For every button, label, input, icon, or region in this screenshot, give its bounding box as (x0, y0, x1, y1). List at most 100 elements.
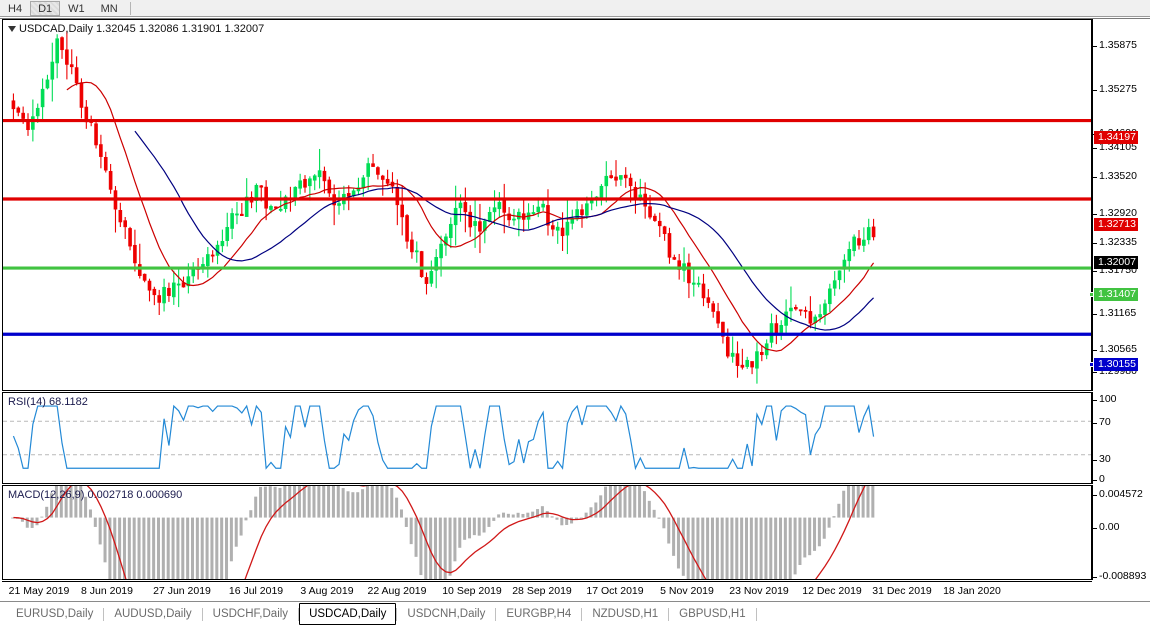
price-scale-tick-label: 1.31165 (1099, 307, 1137, 319)
symbol-tab-eurgbp-h4[interactable]: EURGBP,H4 (506, 608, 572, 620)
macd-scale-tick: -0.008893 (1093, 570, 1150, 582)
time-axis-label: 18 Jan 2020 (943, 585, 1001, 597)
tab-divider (668, 607, 670, 621)
symbol-tab-nzdusd-h1[interactable]: NZDUSD,H1 (592, 608, 659, 620)
time-axis-label: 3 Aug 2019 (300, 585, 354, 597)
price-scale-tick: 1.29980 (1093, 365, 1150, 377)
level-drag-handle[interactable] (1089, 362, 1094, 367)
level-price-label-red-1[interactable]: 1.32713 (1094, 218, 1138, 231)
level-drag-handle[interactable] (1089, 292, 1094, 297)
time-axis-label: 22 Aug 2019 (367, 585, 427, 597)
rsi-scale-tick: 30 (1093, 453, 1150, 465)
symbol-tab-usdcnh-daily[interactable]: USDCNH,Daily (407, 608, 486, 620)
symbol-tab-usdcad-daily[interactable]: USDCAD,Daily (299, 603, 397, 625)
tick-mark (1093, 243, 1097, 244)
level-price-label-blue-3[interactable]: 1.30155 (1094, 358, 1138, 371)
macd-scale-tick: 0.00 (1093, 521, 1150, 533)
macd-scale-tick: 0.004572 (1093, 488, 1150, 500)
macd-pane[interactable]: MACD(12,26,9) 0.002718 0.000690 (2, 485, 1092, 580)
price-scale-tick: 1.35275 (1093, 83, 1150, 95)
tick-mark (1093, 460, 1097, 461)
rsi-scale-tick-label: 0 (1099, 473, 1105, 485)
timeframe-button-h4[interactable]: H4 (0, 0, 31, 16)
tick-mark (1093, 90, 1097, 91)
current-price-label[interactable]: 1.32007 (1094, 256, 1138, 269)
tick-mark (1093, 314, 1097, 315)
price-scale-tick: 1.33520 (1093, 170, 1150, 182)
rsi-pane[interactable]: RSI(14) 68.1182 (2, 392, 1092, 484)
tick-mark (1093, 372, 1097, 373)
time-axis-label: 8 Jun 2019 (81, 585, 133, 597)
tick-mark (1093, 46, 1097, 47)
price-pane-label: USDCAD,Daily 1.32045 1.32086 1.31901 1.3… (8, 23, 264, 35)
tick-mark (1093, 423, 1097, 424)
time-axis-label: 23 Nov 2019 (729, 585, 789, 597)
tab-divider (103, 607, 105, 621)
time-axis-label: 16 Jul 2019 (228, 585, 284, 597)
tick-mark (1093, 400, 1097, 401)
symbol-tab-gbpusd-h1[interactable]: GBPUSD,H1 (679, 608, 746, 620)
chart-area: USDCAD,Daily 1.32045 1.32086 1.31901 1.3… (0, 18, 1150, 600)
time-axis-label: 10 Sep 2019 (442, 585, 502, 597)
time-axis-label: 28 Sep 2019 (512, 585, 572, 597)
macd-pane-label: MACD(12,26,9) 0.002718 0.000690 (8, 489, 183, 501)
tab-divider (495, 607, 497, 621)
price-scale[interactable]: 1.358751.352751.346901.341051.335201.329… (1089, 19, 1150, 414)
symbol-tab-audusd-daily[interactable]: AUDUSD,Daily (114, 608, 192, 620)
macd-scale-tick-label: 0.00 (1099, 521, 1120, 533)
price-scale-tick: 1.31165 (1093, 307, 1150, 319)
price-scale-tick: 1.30565 (1093, 343, 1150, 355)
macd-scale-tick-label: -0.008893 (1099, 570, 1147, 582)
rsi-scale-tick-label: 70 (1099, 416, 1111, 428)
macd-scale-tick-label: 0.004572 (1099, 488, 1143, 500)
tab-divider (298, 607, 300, 621)
time-axis-label: 5 Nov 2019 (660, 585, 714, 597)
toolbar-divider (129, 1, 131, 15)
price-scale-tick: 1.32335 (1093, 236, 1150, 248)
timeframe-button-d1[interactable]: D1 (30, 0, 61, 16)
time-axis-label: 27 Jun 2019 (153, 585, 211, 597)
time-axis-label: 12 Dec 2019 (802, 585, 862, 597)
price-plot (3, 30, 1091, 384)
price-scale-tick: 1.31750 (1093, 264, 1150, 276)
rsi-scale-tick: 0 (1093, 473, 1150, 485)
timeframe-button-w1[interactable]: W1 (60, 0, 93, 16)
macd-scale[interactable]: 0.004572 0.00 -0.008893 (1092, 485, 1150, 582)
tab-divider (396, 607, 398, 621)
price-scale-tick-label: 1.33520 (1099, 170, 1137, 182)
price-scale-tick: 1.35875 (1093, 39, 1150, 51)
price-scale-tick-label: 1.35275 (1099, 83, 1137, 95)
rsi-plot (3, 404, 1091, 471)
price-scale-tick: 1.34105 (1093, 141, 1150, 153)
timeframe-button-mn[interactable]: MN (92, 0, 126, 16)
price-scale-tick-label: 1.32335 (1099, 236, 1137, 248)
price-pane[interactable]: USDCAD,Daily 1.32045 1.32086 1.31901 1.3… (2, 19, 1092, 391)
symbol-tab-usdchf-daily[interactable]: USDCHF,Daily (212, 608, 289, 620)
price-scale-tick-label: 1.35875 (1099, 39, 1137, 51)
tick-mark (1093, 495, 1097, 496)
price-scale-tick-label: 1.34105 (1099, 141, 1137, 153)
time-axis[interactable]: 21 May 2019 8 Jun 2019 27 Jun 2019 16 Jul 2… (2, 581, 1092, 599)
rsi-scale[interactable]: 100 70 30 0 (1092, 392, 1150, 485)
price-scale-tick-label: 1.32920 (1099, 207, 1137, 219)
tick-mark (1093, 350, 1097, 351)
price-scale-tick-label: 1.30565 (1099, 343, 1137, 355)
rsi-scale-tick: 70 (1093, 416, 1150, 428)
tab-divider (201, 607, 203, 621)
price-scale-tick: 1.32920 (1093, 207, 1150, 219)
rsi-scale-tick-label: 30 (1099, 453, 1111, 465)
tab-divider (755, 607, 757, 621)
tick-mark (1093, 480, 1097, 481)
tick-mark (1093, 148, 1097, 149)
triangle-down-icon[interactable] (8, 26, 16, 33)
level-price-label-green-2[interactable]: 1.31407 (1094, 288, 1138, 301)
symbol-tab-bar: EURUSD,Daily AUDUSD,Daily USDCHF,Daily USDC… (0, 601, 1150, 626)
symbol-tab-eurusd-daily[interactable]: EURUSD,Daily (16, 608, 94, 620)
tab-divider (581, 607, 583, 621)
level-price-label-red-0[interactable]: 1.34197 (1094, 131, 1138, 144)
tick-mark (1093, 577, 1097, 578)
timeframe-toolbar: H4 D1 W1 MN (0, 0, 1150, 17)
tick-mark (1093, 214, 1097, 215)
time-axis-label: 31 Dec 2019 (872, 585, 932, 597)
